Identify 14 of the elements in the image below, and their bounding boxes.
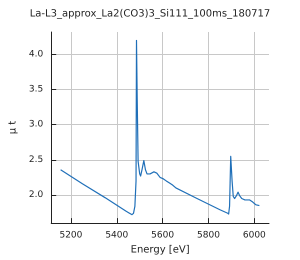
x-tick-label: 5600 <box>151 230 174 241</box>
y-tick-label: 2.0 <box>28 190 44 200</box>
x-tick-label: 5200 <box>59 230 83 241</box>
chart-title: La-L3_approx_La2(CO3)3_Si111_100ms_180717 <box>30 8 270 20</box>
line-series <box>60 40 260 216</box>
y-tick-label: 2.5 <box>28 154 44 165</box>
y-tick-label: 4.0 <box>28 49 44 60</box>
y-tick-label: 3.0 <box>28 120 44 130</box>
x-axis-title: Energy [eV] <box>130 244 190 256</box>
y-axis-title: μ t <box>8 120 18 134</box>
y-tick-label: 3.5 <box>28 84 44 95</box>
x-tick-label: 5800 <box>197 230 220 241</box>
x-tick-label: 5400 <box>105 230 129 241</box>
x-tick-label: 6000 <box>242 230 266 241</box>
